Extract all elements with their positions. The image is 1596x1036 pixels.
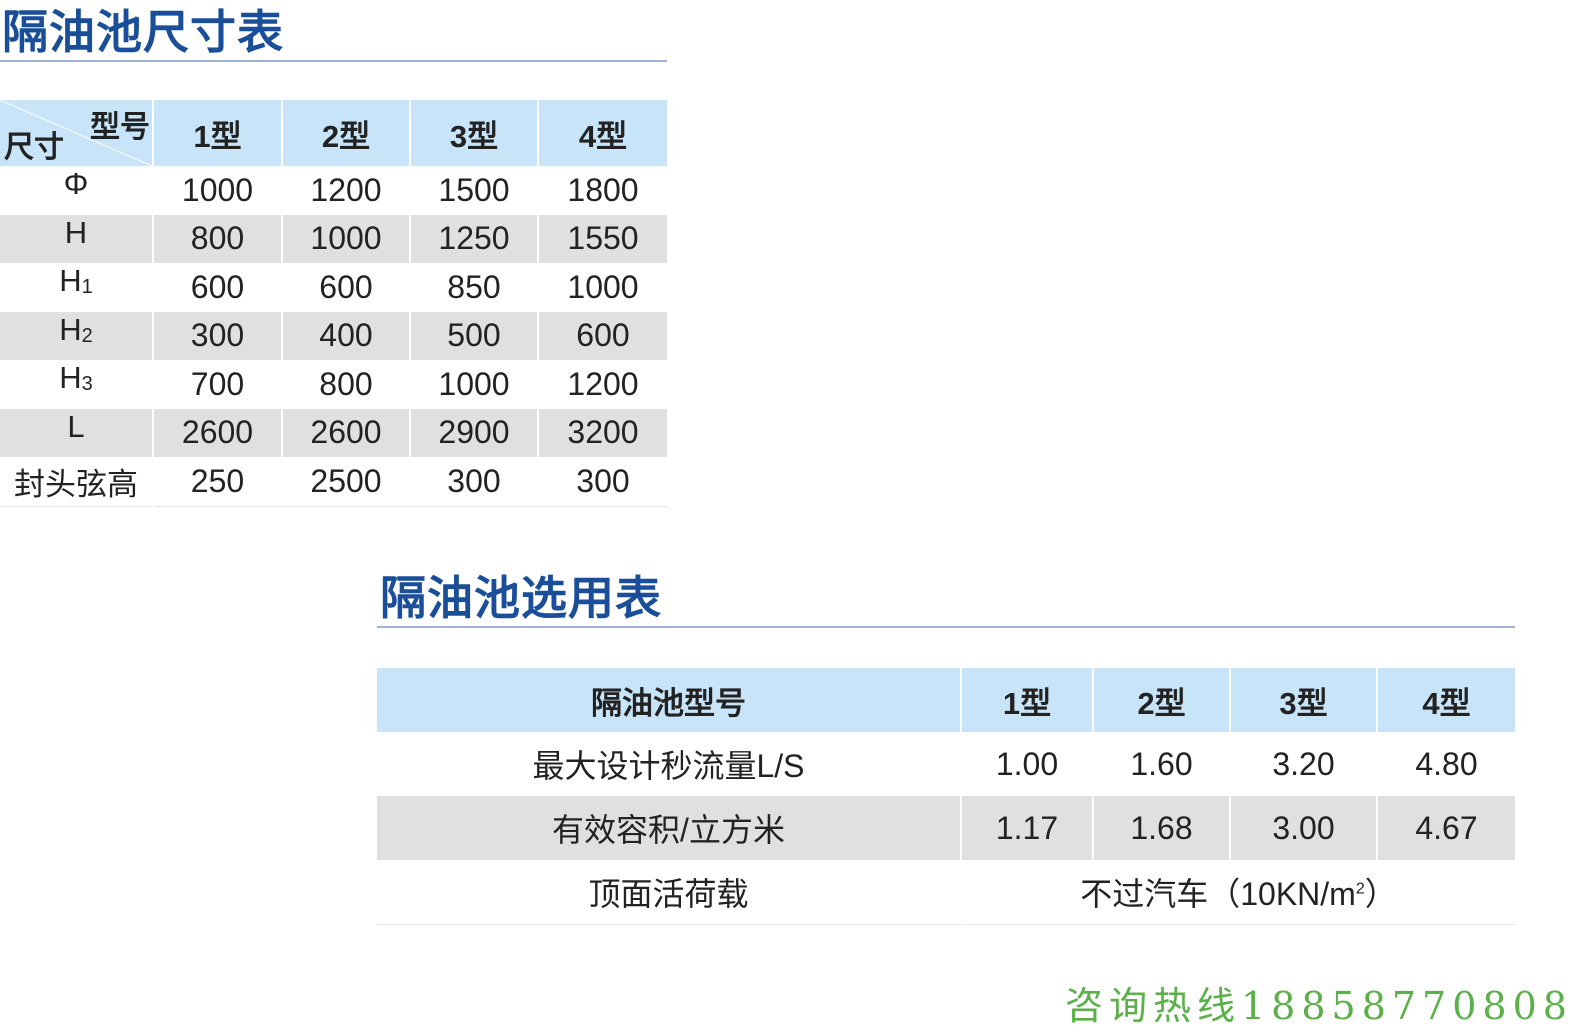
column-header: 1型 (152, 100, 282, 166)
load-value: 不过汽车（10KN/m2） (960, 860, 1515, 925)
row-label-text: Φ (63, 166, 89, 201)
cell: 2600 (281, 408, 410, 457)
table-row: L 2600 2600 2900 3200 (0, 408, 667, 457)
cell: 3.00 (1229, 796, 1377, 860)
cell: 700 (152, 360, 282, 409)
table-row: H 800 1000 1250 1550 (0, 214, 667, 263)
row-label: Φ (0, 166, 153, 215)
cell: 800 (152, 214, 282, 263)
table-row: 封头弦高 250 2500 300 300 (0, 457, 667, 506)
cell: 1000 (537, 263, 667, 312)
selection-table: 隔油池型号 1型 2型 3型 4型 最大设计秒流量L/S 1.00 1.60 3.20… (377, 668, 1515, 925)
cell: 1000 (281, 214, 410, 263)
row-label-sub: 3 (81, 373, 93, 395)
table-row: 顶面活荷载 不过汽车（10KN/m2） (377, 860, 1515, 925)
row-label: 顶面活荷载 (588, 876, 749, 912)
load-value-sup: 2 (1355, 880, 1365, 898)
cell: 3200 (537, 408, 667, 457)
table-row: H1 600 600 850 1000 (0, 263, 667, 312)
cell: 1500 (409, 166, 538, 215)
column-header: 3型 (409, 100, 538, 166)
row-label-text: H (59, 311, 82, 347)
row-label: H2 (0, 311, 153, 360)
table-row: 最大设计秒流量L/S 1.00 1.60 3.20 4.80 (377, 732, 1515, 796)
cell: 300 (152, 311, 282, 360)
cell: 1800 (537, 166, 667, 215)
row-label-sub: 2 (81, 324, 93, 347)
cell: 2600 (152, 408, 282, 457)
cell: 1550 (537, 214, 667, 263)
cell: 400 (281, 311, 410, 360)
table-row: 有效容积/立方米 1.17 1.68 3.00 4.67 (377, 796, 1515, 860)
size-table-title: 隔油池尺寸表 (2, 5, 284, 59)
load-value-close: ） (1364, 876, 1397, 912)
row-label-text: L (67, 408, 85, 444)
row-label: H1 (0, 263, 153, 312)
cell: 3.20 (1229, 732, 1377, 796)
cell: 250 (152, 457, 282, 506)
corner-top: 型号 (90, 111, 150, 144)
selection-table-title: 隔油池选用表 (380, 571, 662, 625)
corner-bottom: 尺寸 (4, 131, 64, 164)
row-label-text: H (59, 360, 82, 395)
header-label: 隔油池型号 (377, 668, 961, 732)
column-header: 2型 (281, 100, 410, 166)
table-row: H3 700 800 1000 1200 (0, 360, 667, 409)
cell: 1000 (409, 360, 538, 409)
cell: 4.80 (1376, 732, 1515, 796)
row-label-sub: 1 (81, 276, 93, 298)
row-label-text: H (64, 214, 88, 250)
title-divider (0, 60, 667, 62)
row-label: 最大设计秒流量L/S (532, 748, 805, 784)
column-header: 4型 (537, 100, 667, 166)
column-header: 2型 (1092, 668, 1230, 732)
row-label-text: H (59, 263, 82, 298)
cell: 300 (537, 457, 667, 506)
cell: 600 (281, 263, 410, 312)
load-value-text: 不过汽车（10KN/m (1080, 876, 1356, 912)
column-header: 3型 (1229, 668, 1377, 732)
table-row: Φ 1000 1200 1500 1800 (0, 166, 667, 215)
size-table-header: 型号 尺寸 1型 2型 3型 4型 (0, 100, 667, 166)
selection-table-header: 隔油池型号 1型 2型 3型 4型 (377, 668, 1515, 732)
cell: 1.00 (960, 732, 1093, 796)
size-table: 型号 尺寸 1型 2型 3型 4型 Φ 1000 1200 1500 1800 H 800 10… (0, 100, 667, 507)
cell: 4.67 (1376, 796, 1515, 860)
cell: 1000 (152, 166, 282, 215)
cell: 1200 (281, 166, 410, 215)
title-divider (377, 626, 1515, 628)
cell: 1200 (537, 360, 667, 409)
column-header: 1型 (960, 668, 1093, 732)
cell: 1.17 (960, 796, 1093, 860)
hotline: 咨询热线18858770808 (1065, 984, 1573, 1028)
row-label: H3 (0, 360, 153, 409)
cell: 800 (281, 360, 410, 409)
cell: 600 (152, 263, 282, 312)
row-label: 封头弦高 (0, 457, 153, 506)
cell: 2500 (281, 457, 410, 506)
row-label: L (0, 408, 153, 457)
column-header: 4型 (1376, 668, 1515, 732)
row-label-text: 封头弦高 (14, 466, 138, 502)
cell: 850 (409, 263, 538, 312)
cell: 1.60 (1092, 732, 1230, 796)
table-row: H2 300 400 500 600 (0, 311, 667, 360)
cell: 300 (409, 457, 538, 506)
cell: 1250 (409, 214, 538, 263)
row-label: H (0, 214, 153, 263)
cell: 600 (537, 311, 667, 360)
cell: 500 (409, 311, 538, 360)
cell: 1.68 (1092, 796, 1230, 860)
row-label: 有效容积/立方米 (377, 796, 961, 860)
cell: 2900 (409, 408, 538, 457)
corner-cell: 型号 尺寸 (0, 100, 153, 166)
